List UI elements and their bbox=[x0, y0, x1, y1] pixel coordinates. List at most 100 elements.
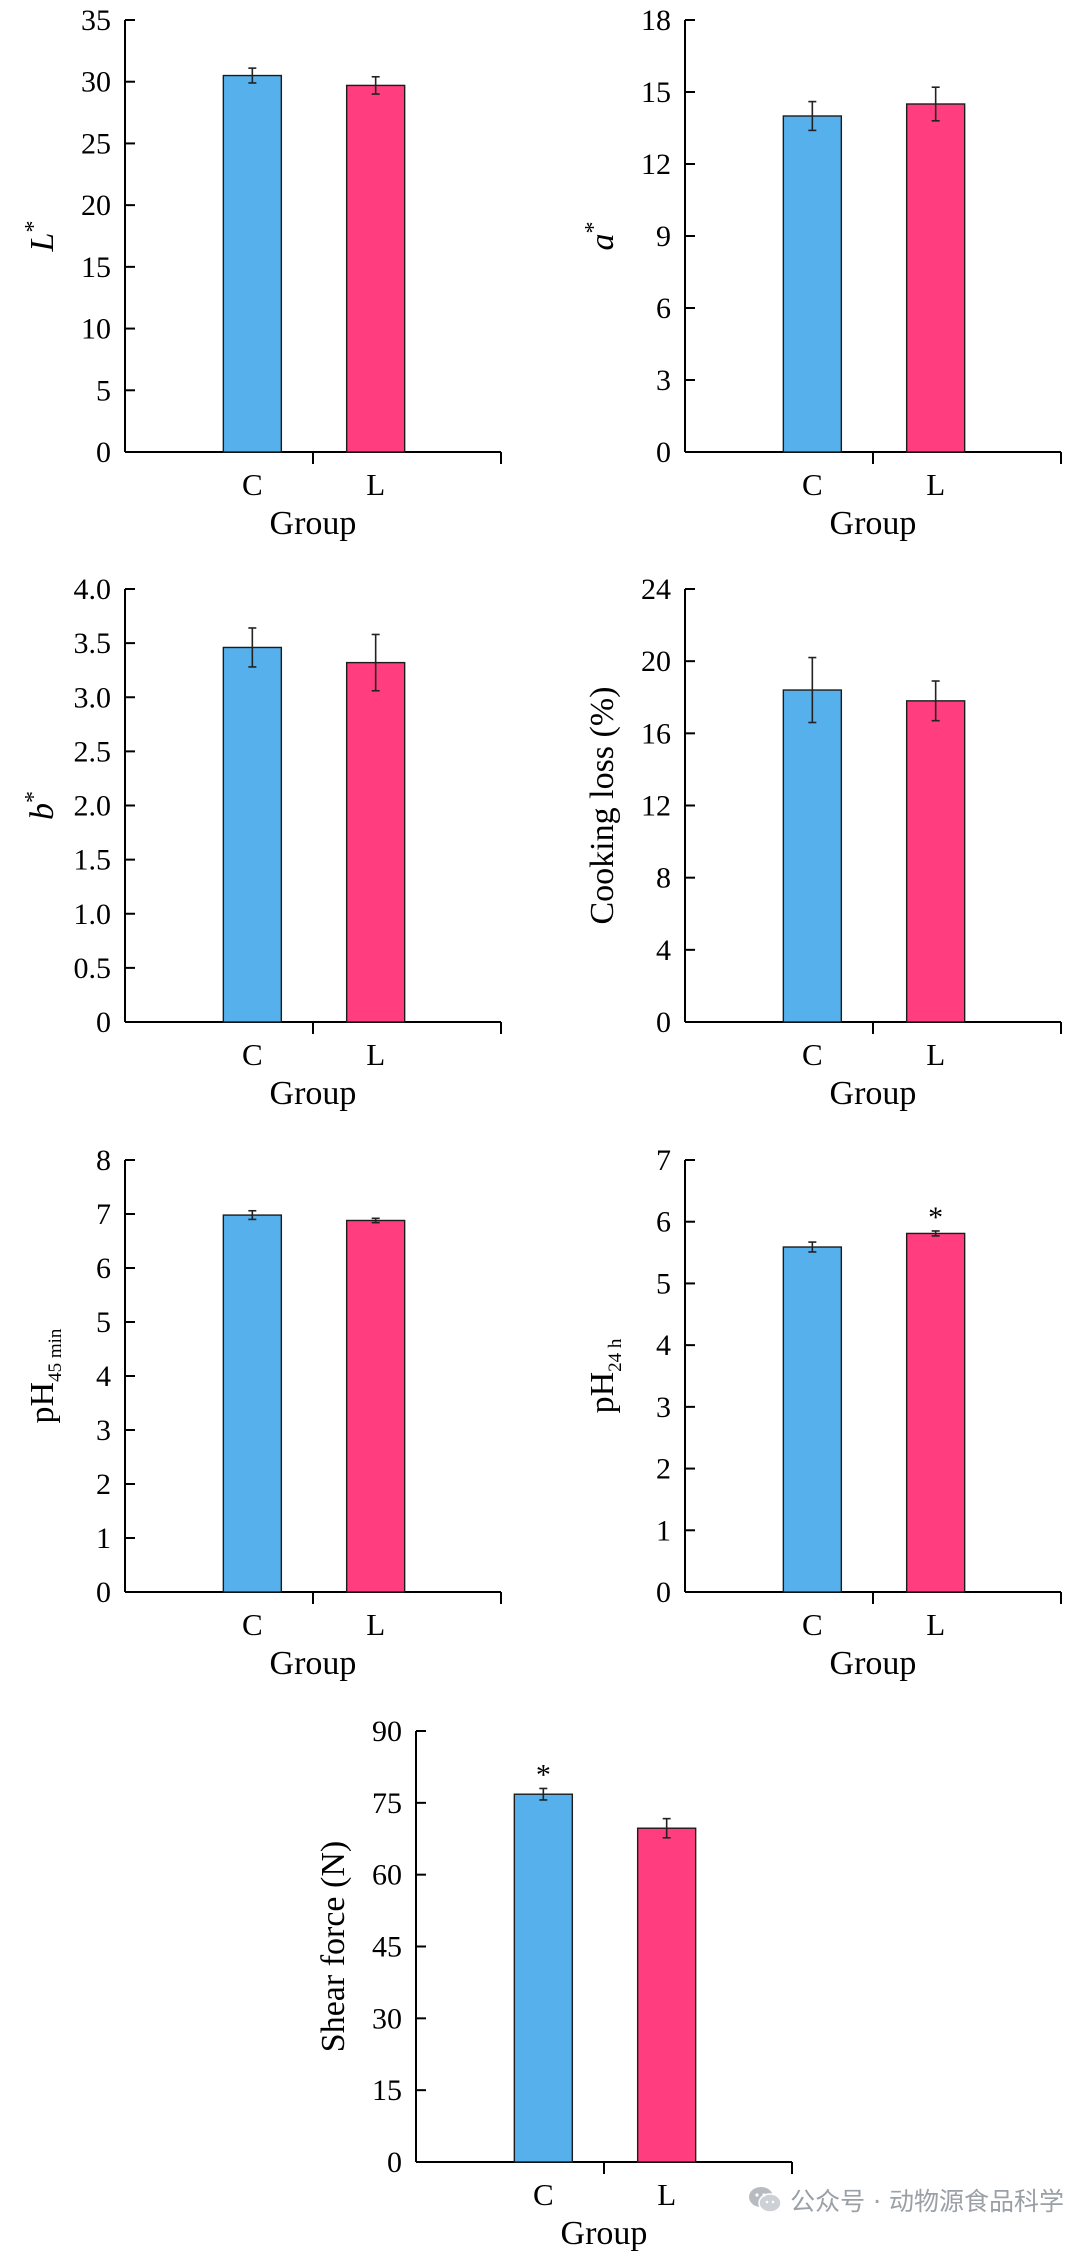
category-label: C bbox=[802, 1037, 823, 1072]
y-tick-label: 15 bbox=[641, 76, 671, 109]
y-tick-label: 0 bbox=[656, 1006, 671, 1039]
x-axis-title: Group bbox=[561, 2215, 648, 2252]
bar-C bbox=[782, 689, 843, 1023]
x-axis-title: Group bbox=[830, 1645, 917, 1682]
watermark: 公众号 · 动物源食品科学 bbox=[748, 2182, 1064, 2218]
bar-C bbox=[222, 646, 283, 1023]
bar-L bbox=[345, 661, 406, 1023]
chart-7: 0 15 30 45 60 75 90 C * L Group Shear force (N) bbox=[315, 1715, 793, 2252]
y-tick-label: 20 bbox=[81, 189, 111, 222]
y-tick-label: 0 bbox=[96, 436, 111, 469]
y-tick-label: 18 bbox=[641, 4, 671, 37]
category-label: L bbox=[657, 2177, 676, 2212]
y-axis-title-main: pH bbox=[24, 1382, 61, 1424]
y-tick-label: 4 bbox=[96, 1360, 111, 1393]
y-tick-label: 7 bbox=[656, 1144, 671, 1177]
y-axis-title-main: Cooking loss (%) bbox=[584, 687, 621, 925]
y-tick-label: 4 bbox=[656, 934, 671, 967]
chart-4: 0 4 8 12 16 20 24 C L Group Cooking loss (%) bbox=[584, 573, 1062, 1112]
bar-C bbox=[222, 74, 283, 453]
y-tick-label: 8 bbox=[96, 1144, 111, 1177]
y-tick-label: 3 bbox=[656, 364, 671, 397]
bar-L bbox=[905, 700, 966, 1023]
category-label: L bbox=[366, 467, 385, 502]
y-axis-title-main: L bbox=[24, 233, 61, 253]
y-tick-label: 20 bbox=[641, 645, 671, 678]
y-tick-label: 1.0 bbox=[74, 898, 112, 931]
category-label: C bbox=[242, 1037, 263, 1072]
bar-L bbox=[345, 84, 406, 453]
bar-L bbox=[905, 103, 966, 453]
category-label: C bbox=[802, 1607, 823, 1642]
y-axis-title: pH45 min bbox=[24, 1328, 66, 1423]
bar-L bbox=[905, 1232, 966, 1593]
y-tick-label: 3.5 bbox=[74, 627, 112, 660]
y-tick-label: 2 bbox=[96, 1468, 111, 1501]
bar-C bbox=[513, 1793, 574, 2163]
y-tick-label: 2.0 bbox=[74, 790, 112, 823]
y-tick-label: 6 bbox=[96, 1252, 111, 1285]
category-label: C bbox=[242, 467, 263, 502]
x-axis-title: Group bbox=[830, 1075, 917, 1112]
x-axis-title: Group bbox=[270, 1075, 357, 1112]
y-tick-label: 3 bbox=[96, 1414, 111, 1447]
y-axis-title: L* bbox=[21, 221, 61, 253]
y-axis-title-subscript: 24 h bbox=[605, 1338, 626, 1372]
category-label: C bbox=[242, 1607, 263, 1642]
y-axis-title-main: b bbox=[24, 803, 61, 820]
category-label: C bbox=[533, 2177, 554, 2212]
y-tick-label: 30 bbox=[81, 66, 111, 99]
x-axis-title: Group bbox=[270, 505, 357, 542]
y-tick-label: 5 bbox=[96, 374, 111, 407]
y-tick-label: 16 bbox=[641, 717, 671, 750]
y-tick-label: 3.0 bbox=[74, 681, 112, 714]
category-label: L bbox=[926, 1037, 945, 1072]
y-tick-label: 6 bbox=[656, 1206, 671, 1239]
watermark-text: 公众号 · 动物源食品科学 bbox=[790, 2187, 1064, 2216]
y-tick-label: 6 bbox=[656, 292, 671, 325]
y-tick-label: 90 bbox=[372, 1715, 402, 1748]
category-label: L bbox=[926, 467, 945, 502]
y-tick-label: 7 bbox=[96, 1198, 111, 1231]
y-tick-label: 0 bbox=[387, 2146, 402, 2179]
chart-2: 0 3 6 9 12 15 18 C L Group a* bbox=[581, 4, 1062, 542]
y-tick-label: 5 bbox=[656, 1267, 671, 1300]
y-axis-title: Shear force (N) bbox=[315, 1841, 352, 2052]
y-tick-label: 0 bbox=[96, 1576, 111, 1609]
y-tick-label: 5 bbox=[96, 1306, 111, 1339]
bar-C bbox=[782, 115, 843, 453]
y-tick-label: 9 bbox=[656, 220, 671, 253]
y-axis-title-main: a bbox=[584, 234, 621, 251]
chart-6: 0 1 2 3 4 5 6 7 C L * Group pH24 h bbox=[584, 1144, 1062, 1682]
y-tick-label: 15 bbox=[372, 2074, 402, 2107]
wechat-icon bbox=[749, 2187, 782, 2213]
y-axis-title-superscript: * bbox=[21, 221, 47, 233]
category-label: L bbox=[366, 1037, 385, 1072]
y-tick-label: 8 bbox=[656, 862, 671, 895]
y-tick-label: 1 bbox=[96, 1522, 111, 1555]
bar-L bbox=[345, 1219, 406, 1593]
y-axis-title: Cooking loss (%) bbox=[584, 687, 621, 925]
y-tick-label: 2.5 bbox=[74, 735, 112, 768]
y-tick-label: 10 bbox=[81, 313, 111, 346]
y-tick-label: 15 bbox=[81, 251, 111, 284]
chart-3: 0 0.5 1.0 1.5 2.0 2.5 3.0 3.5 4.0 C L Group b* bbox=[21, 573, 502, 1112]
y-tick-label: 1.5 bbox=[74, 844, 112, 877]
y-tick-label: 4.0 bbox=[74, 573, 112, 606]
y-tick-label: 12 bbox=[641, 148, 671, 181]
y-tick-label: 4 bbox=[656, 1329, 671, 1362]
y-tick-label: 30 bbox=[372, 2002, 402, 2035]
x-axis-title: Group bbox=[830, 505, 917, 542]
y-axis-title: pH24 h bbox=[584, 1338, 626, 1413]
y-axis-title: a* bbox=[581, 222, 621, 251]
bar-L bbox=[636, 1827, 697, 2163]
bar-C bbox=[782, 1246, 843, 1593]
y-tick-label: 25 bbox=[81, 127, 111, 160]
y-tick-label: 0 bbox=[96, 1006, 111, 1039]
y-tick-label: 45 bbox=[372, 1931, 402, 1964]
y-tick-label: 60 bbox=[372, 1859, 402, 1892]
y-tick-label: 75 bbox=[372, 1787, 402, 1820]
y-tick-label: 1 bbox=[656, 1514, 671, 1547]
